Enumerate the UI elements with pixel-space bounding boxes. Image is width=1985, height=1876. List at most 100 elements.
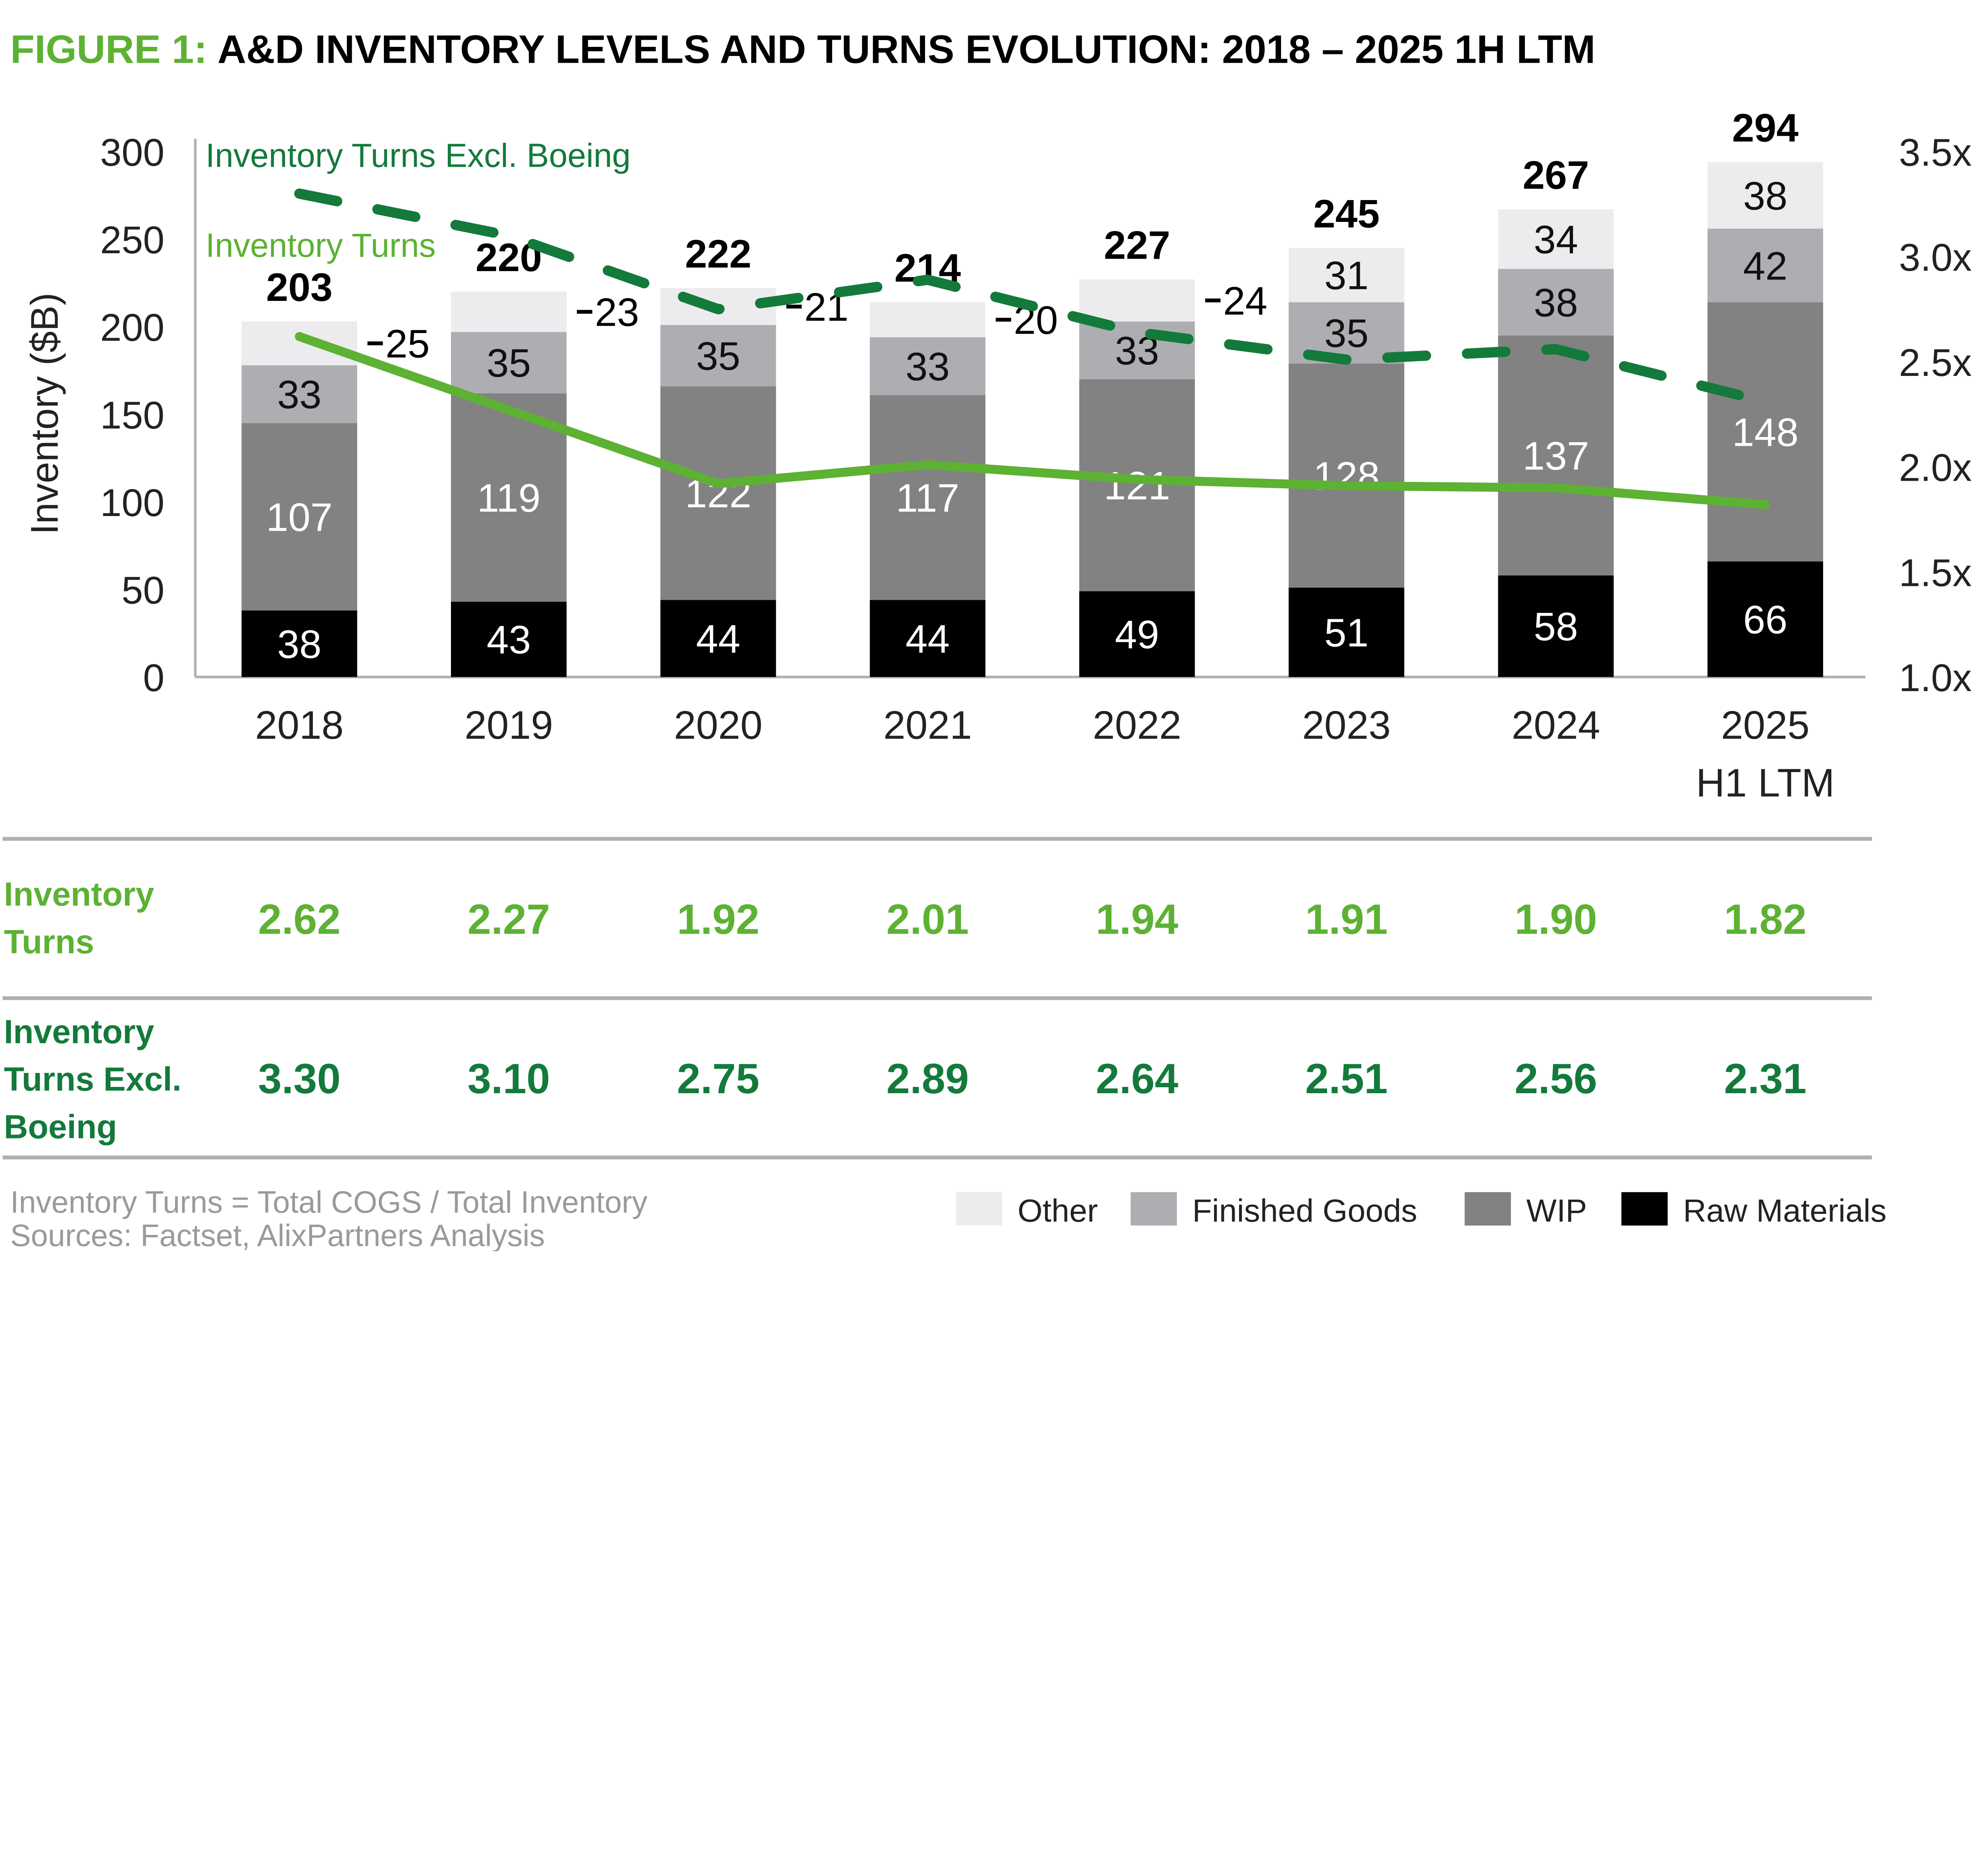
data-label: 119 xyxy=(477,476,541,520)
data-label: 107 xyxy=(266,495,332,539)
table-cell: 1.90 xyxy=(1515,896,1597,943)
x-tick-label: 2019 xyxy=(464,703,553,747)
bar-segment-wip xyxy=(1079,379,1195,591)
legend-swatch-raw-materials xyxy=(1621,1192,1668,1226)
data-label: 44 xyxy=(906,617,950,661)
data-label: 38 xyxy=(277,622,322,666)
bar-segment-finished-goods xyxy=(660,325,776,387)
bar-segment-finished-goods xyxy=(1498,269,1614,336)
x-tick-label: H1 LTM xyxy=(1696,761,1835,805)
legend-swatch-other xyxy=(956,1192,1002,1226)
bar-segment-raw-materials xyxy=(1288,587,1405,677)
table-cell: 2.51 xyxy=(1305,1055,1388,1102)
bar-segment-wip xyxy=(1707,302,1823,562)
footnote: Inventory Turns = Total COGS / Total Inv… xyxy=(10,1185,648,1219)
data-label: 117 xyxy=(896,476,960,520)
x-tick-label: 2020 xyxy=(674,703,762,747)
title-text: A&D INVENTORY LEVELS AND TURNS EVOLUTION… xyxy=(218,27,1596,72)
bar-segment-raw-materials xyxy=(869,600,986,677)
bar-segment-finished-goods xyxy=(1707,229,1823,302)
table-cell: 2.75 xyxy=(677,1055,759,1102)
table-cell: 2.89 xyxy=(887,1055,969,1102)
data-label: 43 xyxy=(487,618,531,662)
x-tick-label: 2023 xyxy=(1302,703,1391,747)
bar-segment-raw-materials xyxy=(451,601,567,677)
bar-segment-wip xyxy=(241,423,357,611)
footnote: Sources: Factset, AlixPartners Analysis xyxy=(10,1219,545,1251)
x-tick-label: 2024 xyxy=(1512,703,1600,747)
total-label: 245 xyxy=(1313,192,1380,236)
y2-tick-label: 2.5x xyxy=(1899,341,1972,384)
y-tick-label: 200 xyxy=(100,306,164,349)
figure-title: FIGURE 1: A&D INVENTORY LEVELS AND TURNS … xyxy=(10,27,1596,72)
data-label: 35 xyxy=(1324,311,1369,356)
data-label: 42 xyxy=(1743,244,1788,288)
table-cell: 1.94 xyxy=(1096,896,1178,943)
data-label: 44 xyxy=(696,617,740,661)
data-label: 25 xyxy=(385,322,430,366)
data-label: 33 xyxy=(277,373,322,417)
y2-tick-label: 3.0x xyxy=(1899,236,1972,279)
table-row-label: Turns xyxy=(4,923,94,960)
table-cell: 2.01 xyxy=(887,896,969,943)
table-cell: 3.30 xyxy=(258,1055,341,1102)
line-series-turns-excl-boeing xyxy=(294,188,1771,407)
total-label: 267 xyxy=(1522,153,1589,198)
data-label: 128 xyxy=(1313,454,1380,499)
bar-segment-wip xyxy=(869,395,986,600)
bar-segment-wip xyxy=(660,386,776,600)
legend-label: Raw Materials xyxy=(1683,1193,1886,1229)
y-tick-label: 300 xyxy=(100,131,164,174)
data-label: 58 xyxy=(1534,605,1578,649)
data-label: 137 xyxy=(1522,434,1589,478)
table-cell: 2.56 xyxy=(1515,1055,1597,1102)
data-label: 23 xyxy=(595,290,639,335)
total-label: 227 xyxy=(1104,223,1170,268)
title-prefix: FIGURE 1: xyxy=(10,27,207,72)
bar-segment-finished-goods xyxy=(869,337,986,395)
x-tick-label: 2025 xyxy=(1721,703,1810,747)
table-cell: 1.82 xyxy=(1724,896,1807,943)
bar-segment-raw-materials xyxy=(1498,575,1614,677)
bar-segment-raw-materials xyxy=(1707,561,1823,677)
y2-tick-label: 1.0x xyxy=(1899,656,1972,699)
series-label-inventory-turns: Inventory Turns xyxy=(206,227,436,264)
y2-tick-label: 1.5x xyxy=(1899,551,1972,594)
table-row-label: Boeing xyxy=(4,1108,117,1145)
y-tick-label: 250 xyxy=(100,218,164,262)
legend-swatch-finished-goods xyxy=(1130,1192,1177,1226)
data-label: 38 xyxy=(1534,281,1578,325)
data-label: 24 xyxy=(1223,279,1268,324)
total-label: 294 xyxy=(1732,106,1799,150)
table-row-label: Inventory xyxy=(4,876,154,913)
data-label: 35 xyxy=(487,341,531,385)
y-tick-label: 150 xyxy=(100,393,164,437)
legend-swatch-wip xyxy=(1465,1192,1511,1226)
data-label: 121 xyxy=(1104,464,1170,508)
inventory-chart: FIGURE 1: A&D INVENTORY LEVELS AND TURNS … xyxy=(2,27,1972,1251)
table-cell: 2.27 xyxy=(468,896,550,943)
bar-segment-raw-materials xyxy=(241,610,357,677)
data-label: 49 xyxy=(1115,612,1159,657)
table-cell: 2.62 xyxy=(258,896,341,943)
y-tick-label: 0 xyxy=(143,656,164,699)
series-label-turns-excl-boeing: Inventory Turns Excl. Boeing xyxy=(206,137,631,174)
data-label: 33 xyxy=(906,345,950,389)
data-label: 148 xyxy=(1732,410,1798,455)
legend-label: Other xyxy=(1018,1193,1098,1229)
bar-segment-raw-materials xyxy=(1079,591,1195,677)
table-cell: 1.92 xyxy=(677,896,759,943)
table-cell: 2.64 xyxy=(1096,1055,1178,1102)
total-label: 222 xyxy=(685,232,751,276)
bar-segment-raw-materials xyxy=(660,600,776,677)
table-cell: 2.31 xyxy=(1724,1055,1807,1102)
bar-segment-finished-goods xyxy=(1079,321,1195,379)
data-label: 38 xyxy=(1743,174,1788,218)
data-label: 51 xyxy=(1324,611,1369,655)
y-axis-label: Inventory ($B) xyxy=(23,293,66,535)
legend-label: Finished Goods xyxy=(1192,1193,1417,1229)
bar-segment-other xyxy=(1498,209,1614,269)
data-label: 66 xyxy=(1743,597,1788,642)
x-tick-label: 2018 xyxy=(255,703,343,747)
bar-segment-other xyxy=(451,291,567,332)
